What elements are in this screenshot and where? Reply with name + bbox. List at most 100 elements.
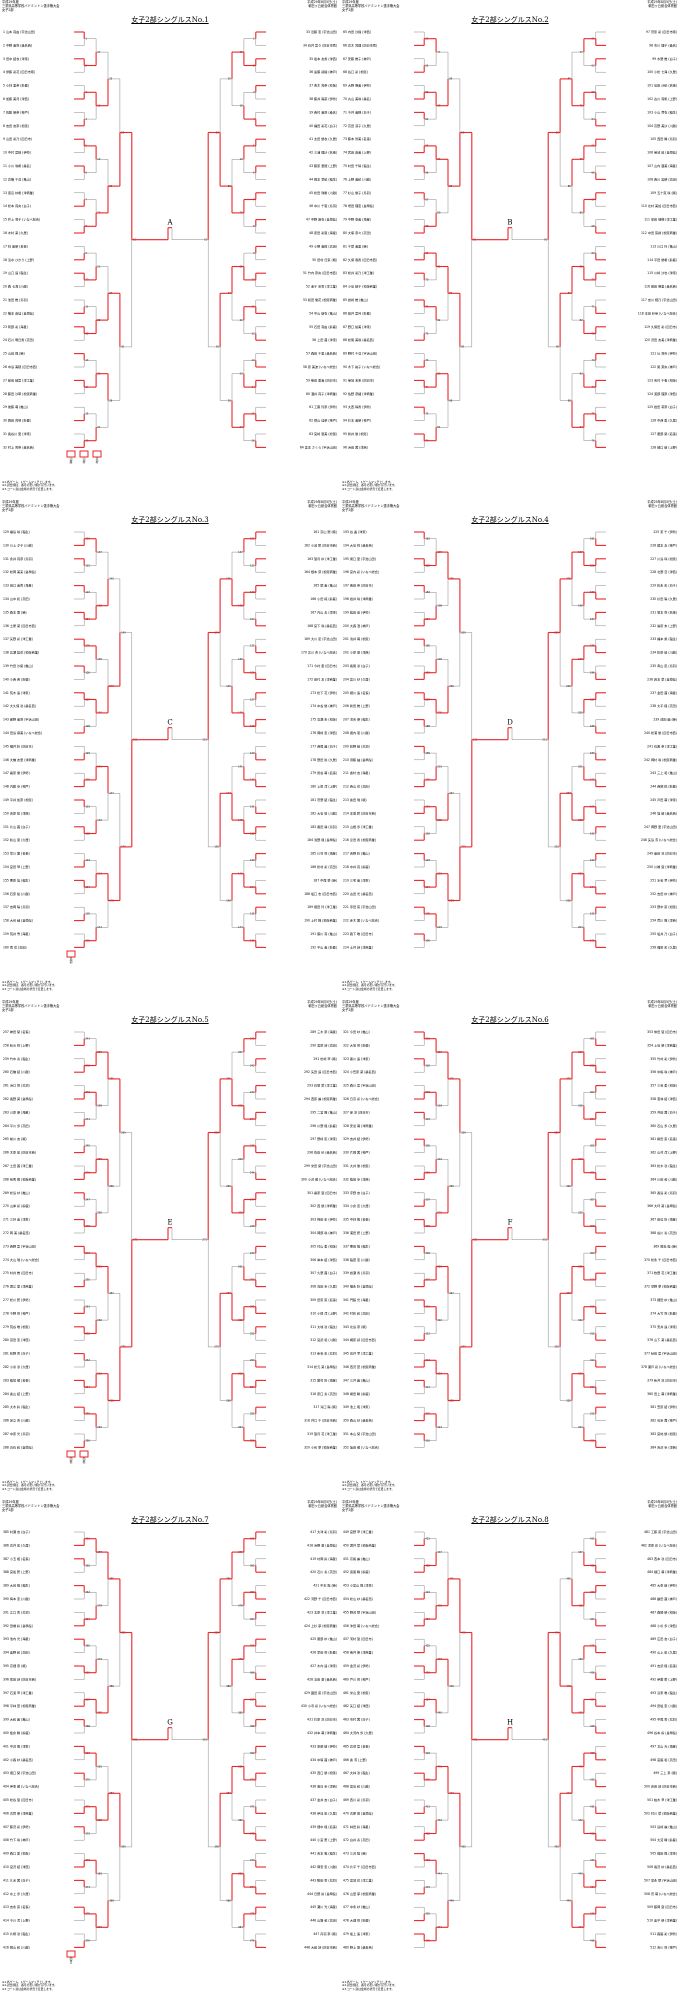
match-number: 421	[590, 1538, 595, 1541]
entrant-label: 374 大竹 咲 (鈴鹿)	[650, 1310, 677, 1315]
entrant-label: 196 宮内 彩 (いなべ総合)	[343, 569, 379, 574]
entrant-label: 150 吉原 知 (津西)	[3, 810, 30, 815]
match-number: 189	[590, 752, 595, 755]
entrant-label: 298 佐伯 紗 (桑名西)	[307, 1150, 337, 1155]
match-number: 73	[592, 359, 596, 362]
match-number: 135	[250, 913, 255, 916]
entrant-label: 456 沖田 萌 (いなべ総合)	[343, 1623, 379, 1628]
entrant-label: 342 村松 和 (高田)	[343, 1310, 370, 1315]
entrant-label: 502 村川 葉 (松阪商業)	[644, 1810, 677, 1815]
match-number: 372	[85, 1832, 90, 1835]
entrant-label: 411 久米 茜 (白子)	[3, 1877, 30, 1882]
match-number: 390	[121, 1846, 126, 1849]
match-number: 435	[425, 1913, 430, 1916]
match-number: 201	[578, 765, 583, 768]
entrant-label: 73 藤本 智美 (名張)	[343, 136, 371, 141]
entrant-label: 311 大城 凛 (稲生)	[310, 1324, 337, 1329]
match-number: 198	[437, 605, 442, 608]
entrant-label: 115 川崎 沙也 (津東)	[647, 270, 677, 275]
entrant-label: 425 服部 紗 (亀山)	[310, 1636, 337, 1641]
entrant-label: 162 小池 碧 (四日市西)	[304, 542, 337, 547]
entrant-label: 325 森川 菜 (宇治山田)	[343, 1083, 376, 1088]
entrant-label: 289 三木 奈 (海星)	[310, 1029, 337, 1034]
match-number: 188	[590, 725, 595, 728]
entrant-label: 453 小宮山 楓 (津東)	[343, 1583, 373, 1588]
entrant-label: 227 川島 璃 (松阪)	[650, 556, 677, 561]
entrant-label: 77 杉山 優子 (鳥羽)	[343, 190, 371, 195]
match-number: 365	[85, 1645, 90, 1648]
entrant-label: 24 石川 明日香 (高田)	[3, 337, 34, 342]
match-number: 368	[250, 1725, 255, 1728]
entrant-label: 434 中塚 茜 (神戸)	[310, 1757, 337, 1762]
entrant-label: 455 野沢 栞 (宇治山田)	[343, 1609, 376, 1614]
match-number: 370	[85, 1779, 90, 1782]
match-number: 448	[566, 1899, 571, 1902]
match-number: 88	[568, 399, 572, 402]
entrant-label: 145 福井 鈴 (四日市)	[3, 743, 33, 748]
match-number: 22	[240, 319, 244, 322]
match-number: 200	[578, 712, 583, 715]
entrant-label: 147 桑原 優 (伊勢)	[3, 770, 30, 775]
entrant-label: 361 柳田 菜 (名張)	[650, 1136, 677, 1141]
match-number: 259	[238, 1158, 243, 1161]
entrant-label: 323 黒川 遥 (津東)	[343, 1056, 370, 1061]
match-number: 90	[556, 346, 560, 349]
entrant-label: 416 岡山 和 (川越)	[3, 1944, 30, 1949]
entrant-label: 267 土田 茜 (津工業)	[3, 1163, 33, 1168]
entrant-label: 286 足立 杏 (川越)	[3, 1418, 30, 1423]
representative-name: 四 松	[69, 1457, 73, 1465]
entrant-label: 18 清水 ひかり (上野)	[3, 257, 34, 262]
entrant-label: 107 山内 亜美 (海星)	[647, 163, 677, 168]
entrant-label: 49 小野 美樹 (高田)	[309, 243, 337, 248]
event-date-venue: 平成29年8月5日(土) 朝日ヶ丘総合体育館	[307, 0, 337, 8]
entrant-label: 405 松谷 望 (四日市)	[3, 1797, 33, 1802]
entrant-label: 392 田端 鈴 (皇學館)	[3, 1623, 33, 1628]
entrant-label: 6 加藤 美月 (津西)	[3, 96, 29, 101]
entrant-label: 498 宮脇 和 (高田)	[650, 1757, 677, 1762]
bracket-sheet: 平成29年度 三重県高等学校バドミントン選手権大会 女子2部 平成29年8月5日(…	[0, 500, 340, 1000]
entrant-label: 493 清家 唯 (稲生)	[650, 1690, 677, 1695]
match-number: 261	[238, 1265, 243, 1268]
match-number: 388	[109, 1899, 114, 1902]
match-number: 304	[425, 1118, 430, 1121]
match-number: 431	[590, 1806, 595, 1809]
match-number: 376	[250, 1940, 255, 1943]
match-number: 386	[226, 1685, 231, 1688]
entrant-label: 446 山路 和 (高田)	[310, 1918, 337, 1923]
entrant-label: 238 大平 楓 (高田)	[650, 703, 677, 708]
entrant-label: 403 堀口 栞 (宇治山田)	[3, 1770, 36, 1775]
match-number: 379	[97, 1658, 102, 1661]
match-number: 258	[97, 1105, 102, 1108]
bracket-lines: 65 内田 沙織 (津西) 66 高木 真理 (四日市南) 67 安藤 舞子 (神戸…	[343, 29, 677, 449]
match-number: 330	[554, 1346, 559, 1349]
match-number: 139	[97, 658, 102, 661]
match-number: 262	[97, 1319, 102, 1322]
entrant-label: 373 細田 紗 (亀山)	[650, 1297, 677, 1302]
notes: ※1.各ゲーム、1ゲームマッチとします。 ※2.試合順は、番号の若い順から行いま…	[2, 1980, 58, 1991]
entrant-label: 318 井口 千 (四日市西)	[304, 1418, 337, 1423]
entrant-label: 350 森山 紗 (桑名西)	[343, 1418, 373, 1423]
match-number: 70	[425, 279, 429, 282]
match-number: 242	[250, 1064, 255, 1067]
entrant-label: 302 西 優 (津商業)	[310, 1203, 337, 1208]
entrant-label: 387 小玉 楓 (名張)	[3, 1556, 30, 1561]
match-number: 428	[425, 1725, 430, 1728]
entrant-label: 336 浦田 碧 (上野)	[343, 1230, 370, 1235]
entrant-label: 138 広瀬 梨花 (松阪商業)	[3, 650, 39, 655]
match-number: 423	[425, 1591, 430, 1594]
entrant-label: 335 中林 楓 (名張)	[343, 1217, 370, 1222]
entrant-label: 28 藤田 沙耶 (松阪商業)	[3, 391, 37, 396]
match-number: 267	[109, 1292, 114, 1295]
match-number: 25	[109, 78, 113, 81]
entrant-label: 460 戸川 咲 (神戸)	[343, 1676, 370, 1681]
entrant-label: 153 早川 蘭 (名張)	[3, 851, 30, 856]
match-number: 25	[228, 78, 232, 81]
entrant-label: 130 川上 夕子 (川越)	[3, 542, 33, 547]
match-number: 185	[425, 645, 430, 648]
match-number: 327	[449, 1292, 454, 1295]
match-number: 448	[449, 1899, 454, 1902]
match-number: 192	[425, 832, 430, 835]
entrant-label: 394 奥野 和 (高田)	[3, 1650, 30, 1655]
entrant-label: 10 中村 菜摘 (伊勢)	[3, 150, 31, 155]
match-number: 383	[97, 1873, 102, 1876]
